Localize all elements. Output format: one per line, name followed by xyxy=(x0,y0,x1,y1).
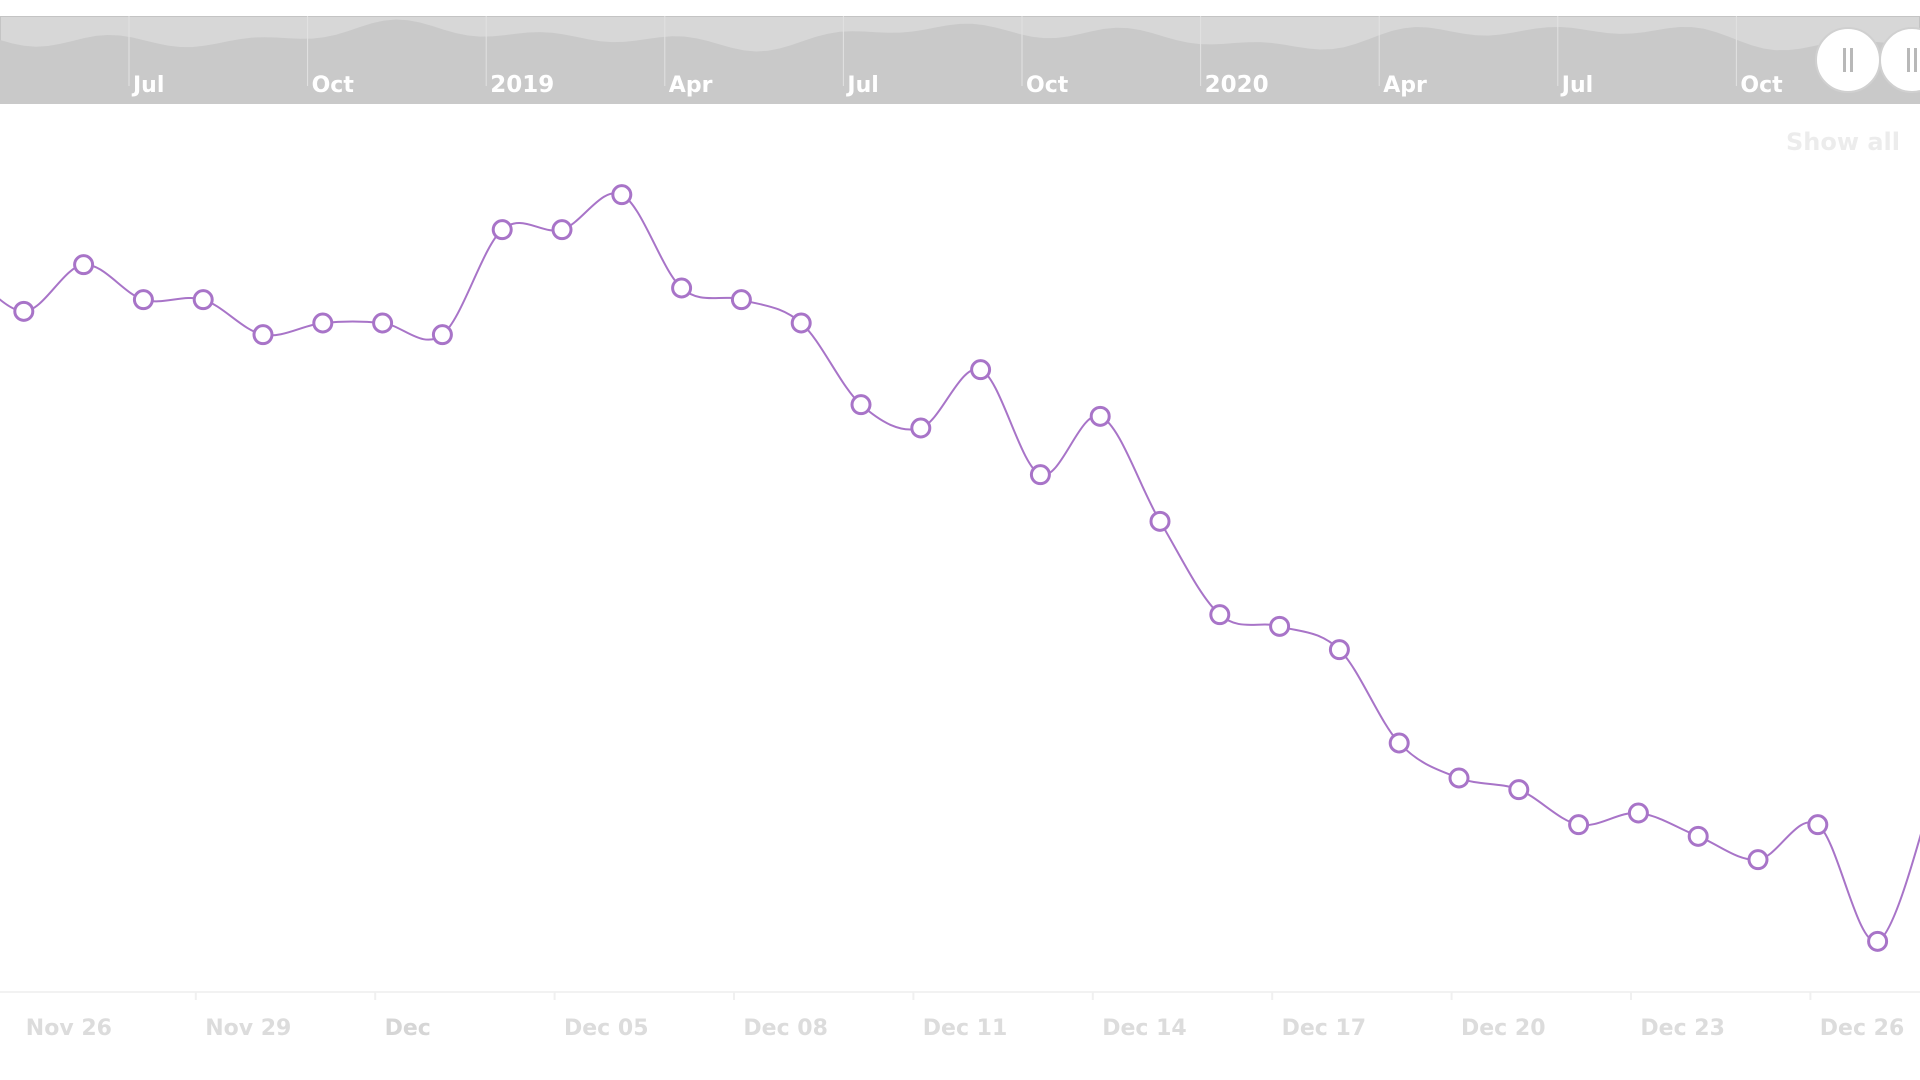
data-point[interactable] xyxy=(970,359,992,381)
data-point[interactable] xyxy=(1388,732,1410,754)
data-point[interactable] xyxy=(1149,510,1171,532)
line-chart: Nov 26 Nov 29 Dec Dec 05 Dec 08 Dec 11 Dec 14 D… xyxy=(0,184,1920,1041)
scrollbar-label: Oct xyxy=(312,73,355,98)
scrollbar-grip-left[interactable] xyxy=(1815,27,1881,93)
data-point[interactable] xyxy=(1867,930,1889,952)
data-point[interactable] xyxy=(431,324,453,346)
data-point[interactable] xyxy=(1269,615,1291,637)
scrollbar-label: Oct xyxy=(1740,73,1783,98)
scrollbar-label: Apr xyxy=(1383,73,1427,98)
scrollbar-label: 2019 xyxy=(490,72,554,98)
data-point[interactable] xyxy=(1209,604,1231,626)
data-point[interactable] xyxy=(611,184,633,206)
pause-grip-icon xyxy=(1843,48,1853,72)
x-tick-label: Nov 29 xyxy=(205,1016,291,1041)
x-tick-label: Dec 23 xyxy=(1640,1016,1725,1041)
series-points xyxy=(13,184,1889,952)
data-point[interactable] xyxy=(910,417,932,439)
data-point[interactable] xyxy=(491,219,513,241)
scrollbar-label: Jul xyxy=(1560,73,1593,98)
data-point[interactable] xyxy=(73,254,95,276)
x-tick-label: Dec 11 xyxy=(923,1016,1008,1041)
data-point[interactable] xyxy=(1328,639,1350,661)
data-point[interactable] xyxy=(1089,405,1111,427)
scrollbar-mini-series xyxy=(0,19,1920,104)
scrollbar-label: 2020 xyxy=(1205,72,1269,98)
x-tick-label: Dec 05 xyxy=(564,1016,649,1041)
show-all-button[interactable]: Show all xyxy=(1785,128,1900,156)
data-point[interactable] xyxy=(13,300,35,322)
data-point[interactable] xyxy=(551,219,573,241)
x-tick-label: Dec 20 xyxy=(1461,1016,1546,1041)
x-tick-label: Dec 26 xyxy=(1820,1016,1905,1041)
data-point[interactable] xyxy=(1568,814,1590,836)
data-point[interactable] xyxy=(312,312,334,334)
data-point[interactable] xyxy=(1747,849,1769,871)
x-tick-label: Dec xyxy=(385,1016,431,1041)
scrollbar-grip-right[interactable] xyxy=(1879,27,1920,93)
data-point[interactable] xyxy=(1448,767,1470,789)
x-axis-ticks xyxy=(194,992,1812,1000)
scrollbar-labels: Jul Oct 2019 Apr Jul Oct 2020 Apr Jul Oct xyxy=(131,72,1783,98)
data-point[interactable] xyxy=(730,289,752,311)
scrollbar-label: Oct xyxy=(1026,73,1069,98)
data-point[interactable] xyxy=(671,277,693,299)
series-line xyxy=(0,192,1920,943)
scrollbar-label: Jul xyxy=(845,73,878,98)
data-point[interactable] xyxy=(1508,779,1530,801)
data-point[interactable] xyxy=(1807,814,1829,836)
pause-grip-icon xyxy=(1907,48,1917,72)
data-point[interactable] xyxy=(790,312,812,334)
data-point[interactable] xyxy=(372,312,394,334)
scrollbar-gridlines xyxy=(128,16,1737,86)
data-point[interactable] xyxy=(1029,464,1051,486)
data-point[interactable] xyxy=(192,289,214,311)
data-point[interactable] xyxy=(1627,802,1649,824)
x-axis-labels: Nov 26 Nov 29 Dec Dec 05 Dec 08 Dec 11 Dec 14 D… xyxy=(26,1016,1905,1041)
data-point[interactable] xyxy=(132,289,154,311)
chart-scrollbar[interactable]: Jul Oct 2019 Apr Jul Oct 2020 Apr Jul Oct xyxy=(0,16,1920,104)
x-tick-label: Dec 08 xyxy=(743,1016,828,1041)
data-point[interactable] xyxy=(850,394,872,416)
x-tick-label: Dec 17 xyxy=(1282,1016,1367,1041)
data-point[interactable] xyxy=(252,324,274,346)
scrollbar-label: Apr xyxy=(669,73,713,98)
scrollbar-label: Jul xyxy=(131,73,164,98)
x-tick-label: Dec 14 xyxy=(1102,1016,1187,1041)
x-tick-label: Nov 26 xyxy=(26,1016,112,1041)
data-point[interactable] xyxy=(1687,825,1709,847)
